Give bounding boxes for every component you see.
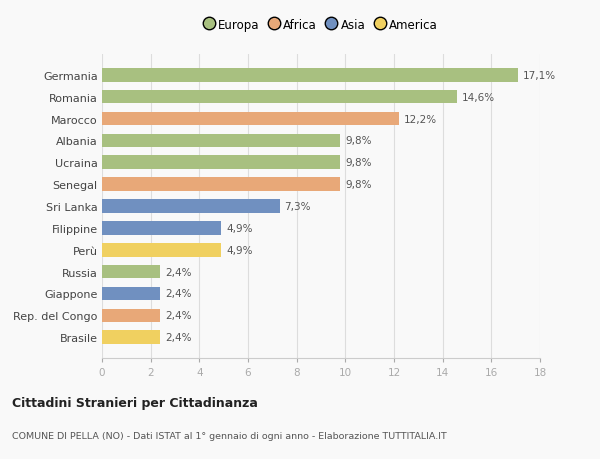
Bar — [102, 91, 457, 104]
Bar — [102, 309, 160, 322]
Text: 4,9%: 4,9% — [226, 224, 253, 233]
Text: 2,4%: 2,4% — [165, 332, 192, 342]
Text: 9,8%: 9,8% — [346, 136, 372, 146]
Text: 4,9%: 4,9% — [226, 245, 253, 255]
Text: Cittadini Stranieri per Cittadinanza: Cittadini Stranieri per Cittadinanza — [12, 396, 258, 409]
Text: 14,6%: 14,6% — [462, 92, 495, 102]
Bar — [102, 112, 399, 126]
Text: 2,4%: 2,4% — [165, 289, 192, 299]
Bar — [102, 69, 518, 82]
Bar — [102, 243, 221, 257]
Text: 12,2%: 12,2% — [404, 114, 437, 124]
Legend: Europa, Africa, Asia, America: Europa, Africa, Asia, America — [204, 18, 438, 32]
Text: COMUNE DI PELLA (NO) - Dati ISTAT al 1° gennaio di ogni anno - Elaborazione TUTT: COMUNE DI PELLA (NO) - Dati ISTAT al 1° … — [12, 431, 447, 440]
Bar — [102, 287, 160, 301]
Bar — [102, 331, 160, 344]
Bar — [102, 200, 280, 213]
Text: 2,4%: 2,4% — [165, 267, 192, 277]
Bar — [102, 265, 160, 279]
Bar — [102, 178, 340, 191]
Text: 7,3%: 7,3% — [284, 202, 311, 212]
Bar — [102, 156, 340, 170]
Text: 17,1%: 17,1% — [523, 71, 556, 81]
Bar — [102, 222, 221, 235]
Text: 2,4%: 2,4% — [165, 311, 192, 321]
Text: 9,8%: 9,8% — [346, 180, 372, 190]
Text: 9,8%: 9,8% — [346, 158, 372, 168]
Bar — [102, 134, 340, 148]
